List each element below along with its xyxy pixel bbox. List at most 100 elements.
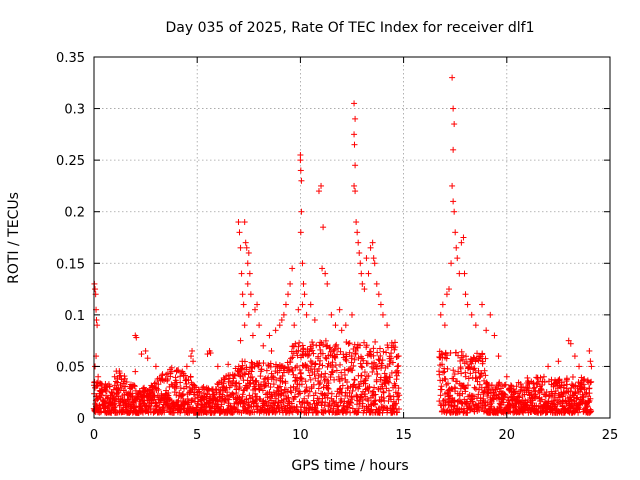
background-point — [262, 398, 269, 405]
data-point — [332, 322, 339, 329]
data-point — [243, 244, 250, 251]
background-point — [204, 386, 211, 393]
data-point — [384, 322, 391, 329]
background-point — [241, 358, 248, 365]
background-point — [295, 343, 302, 350]
data-point — [297, 151, 304, 158]
background-point — [312, 375, 319, 382]
background-point — [269, 373, 276, 380]
background-point — [308, 385, 315, 392]
data-point — [245, 249, 252, 256]
background-point — [268, 397, 275, 404]
background-point — [312, 390, 319, 397]
background-point — [272, 409, 279, 416]
background-point — [300, 346, 307, 353]
data-point — [183, 363, 190, 370]
data-point — [472, 322, 479, 329]
background-point — [296, 366, 303, 373]
data-point — [359, 280, 366, 287]
data-point — [545, 363, 552, 370]
background-point — [374, 349, 381, 356]
data-point — [479, 301, 486, 308]
background-point — [239, 399, 246, 406]
background-point — [359, 364, 366, 371]
data-point — [338, 327, 345, 334]
data-point — [241, 322, 248, 329]
data-point — [298, 177, 305, 184]
background-point — [300, 398, 307, 405]
x-tick-label: 25 — [602, 428, 619, 443]
data-point — [352, 115, 359, 122]
background-point — [177, 385, 184, 392]
data-point — [242, 239, 249, 246]
data-point — [437, 311, 444, 318]
data-point — [351, 182, 358, 189]
background-point — [394, 353, 401, 360]
data-point — [239, 291, 246, 298]
data-point — [349, 311, 355, 318]
background-point — [177, 373, 184, 380]
data-point — [379, 311, 386, 318]
data-point — [287, 280, 294, 287]
background-point — [243, 383, 250, 390]
background-point — [288, 389, 295, 396]
background-point — [249, 373, 256, 380]
background-point — [273, 376, 280, 383]
background-point — [586, 390, 593, 397]
x-tick-label: 5 — [193, 428, 201, 443]
background-point — [380, 348, 387, 355]
background-point — [444, 365, 451, 372]
background-point — [305, 351, 312, 358]
background-point — [269, 393, 276, 400]
background-point — [502, 381, 509, 388]
x-tick-label: 20 — [499, 428, 516, 443]
background-point — [524, 374, 531, 381]
background-point — [437, 392, 444, 399]
background-point — [289, 354, 296, 361]
data-point — [249, 332, 256, 339]
background-point — [173, 392, 180, 399]
background-point — [165, 392, 172, 399]
data-point — [144, 355, 151, 362]
background-point — [248, 359, 255, 366]
data-point — [371, 260, 378, 267]
background-point — [320, 341, 327, 348]
data-point — [352, 162, 359, 169]
data-point — [458, 239, 465, 246]
background-point — [160, 403, 167, 410]
background-point — [117, 381, 124, 388]
background-point — [351, 377, 358, 384]
data-point — [318, 182, 325, 189]
background-point — [294, 352, 301, 359]
data-point — [238, 270, 245, 277]
background-point — [94, 396, 101, 403]
background-point — [185, 377, 192, 384]
grid — [94, 57, 610, 418]
background-point — [358, 363, 365, 370]
background-point — [246, 392, 253, 399]
background-point — [307, 376, 314, 383]
data-point — [356, 249, 363, 256]
background-point — [125, 396, 132, 403]
background-point — [319, 350, 326, 357]
data-point — [111, 373, 118, 380]
data-point — [450, 105, 457, 112]
background-point — [270, 381, 277, 388]
data-point — [369, 239, 376, 246]
background-point — [112, 378, 119, 385]
background-point — [288, 355, 295, 362]
data-point — [291, 322, 298, 329]
y-tick-label: 0.05 — [56, 360, 85, 375]
data-point — [370, 255, 377, 262]
background-point — [306, 372, 313, 379]
background-point — [159, 371, 166, 378]
background-point — [319, 362, 326, 369]
background-point — [395, 362, 402, 369]
background-point — [267, 384, 274, 391]
background-point — [302, 387, 309, 394]
data-point — [454, 255, 461, 262]
background-point — [298, 381, 305, 388]
data-point — [278, 317, 285, 324]
y-tick-label: 0 — [77, 412, 85, 427]
background-point — [302, 378, 309, 385]
